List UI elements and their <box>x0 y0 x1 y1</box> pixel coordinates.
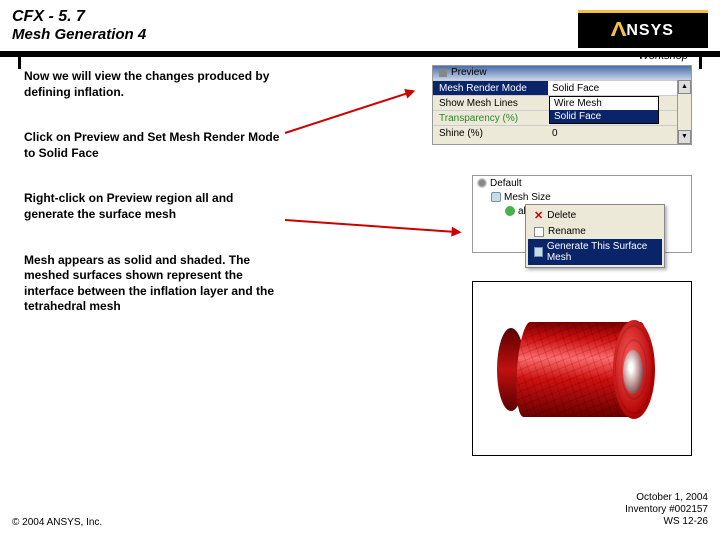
logo-text: NSYS <box>626 22 674 40</box>
prop-value: 0 <box>548 126 691 140</box>
cylinder-bore <box>623 350 643 394</box>
arrow-to-panel2 <box>285 219 460 233</box>
dropdown-option[interactable]: Wire Mesh <box>550 97 658 110</box>
instruction-1: Now we will view the changes produced by… <box>24 69 284 100</box>
menu-label: Delete <box>547 210 576 221</box>
context-menu: ✕ Delete Rename Generate This Surface Me… <box>525 204 665 268</box>
footer-date: October 1, 2004 <box>625 492 708 504</box>
preview-properties-panel: Preview Mesh Render Mode Solid Face ▼ Sh… <box>432 65 692 145</box>
prop-label: Transparency (%) <box>433 111 548 125</box>
mesh-icon <box>534 247 543 257</box>
tree-label: Default <box>490 178 522 189</box>
prop-row-shine[interactable]: Shine (%) 0 <box>433 125 691 140</box>
tree-node-default[interactable]: Default <box>473 176 691 190</box>
panel-titlebar[interactable]: Preview <box>433 66 691 80</box>
tree-panel: Default Mesh Size all ✕ Delete Rename Ge… <box>472 175 692 253</box>
prop-label: Show Mesh Lines <box>433 96 548 110</box>
logo-a-mark: Λ <box>611 19 628 42</box>
mesh-icon <box>491 192 501 202</box>
prop-value-text: Solid Face <box>552 83 599 94</box>
arrow-to-panel1 <box>285 90 414 134</box>
copyright: © 2004 ANSYS, Inc. <box>12 517 102 528</box>
panel-icon <box>439 69 447 77</box>
prop-label: Mesh Render Mode <box>433 81 548 95</box>
menu-item-generate-mesh[interactable]: Generate This Surface Mesh <box>528 239 662 265</box>
slide-footer: © 2004 ANSYS, Inc. October 1, 2004 Inven… <box>12 517 708 528</box>
menu-label: Generate This Surface Mesh <box>547 241 656 263</box>
region-icon <box>505 206 515 216</box>
footer-page: WS 12-26 <box>625 516 708 528</box>
instruction-2: Click on Preview and Set Mesh Render Mod… <box>24 130 284 161</box>
menu-item-delete[interactable]: ✕ Delete <box>528 207 662 224</box>
ansys-logo: ΛNSYS <box>578 10 708 48</box>
tree-label: Mesh Size <box>504 192 551 203</box>
slide-content: Now we will view the changes produced by… <box>0 57 720 477</box>
mesh-render-figure <box>472 281 692 456</box>
footer-inventory: Inventory #002157 <box>625 504 708 516</box>
meshed-cylinder <box>503 322 653 417</box>
menu-item-rename[interactable]: Rename <box>528 224 662 239</box>
instruction-4: Mesh appears as solid and shaded. The me… <box>24 253 284 315</box>
gear-icon <box>477 178 487 188</box>
rename-icon <box>534 227 544 237</box>
scrollbar-vertical[interactable] <box>677 80 691 144</box>
instruction-3: Right-click on Preview region all and ge… <box>24 191 284 222</box>
footer-right: October 1, 2004 Inventory #002157 WS 12-… <box>625 492 708 528</box>
tree-node-mesh-size[interactable]: Mesh Size <box>473 190 691 204</box>
panel-title: Preview <box>451 66 487 80</box>
delete-icon: ✕ <box>534 209 543 222</box>
prop-label: Shine (%) <box>433 126 548 140</box>
render-mode-dropdown[interactable]: Wire Mesh Solid Face <box>549 96 659 124</box>
slide-header: CFX - 5. 7 Mesh Generation 4 ΛNSYS Works… <box>0 0 720 47</box>
prop-row-render-mode[interactable]: Mesh Render Mode Solid Face ▼ <box>433 80 691 95</box>
prop-value[interactable]: Solid Face ▼ <box>548 81 691 95</box>
dropdown-option-selected[interactable]: Solid Face <box>550 110 658 123</box>
menu-label: Rename <box>548 226 586 237</box>
